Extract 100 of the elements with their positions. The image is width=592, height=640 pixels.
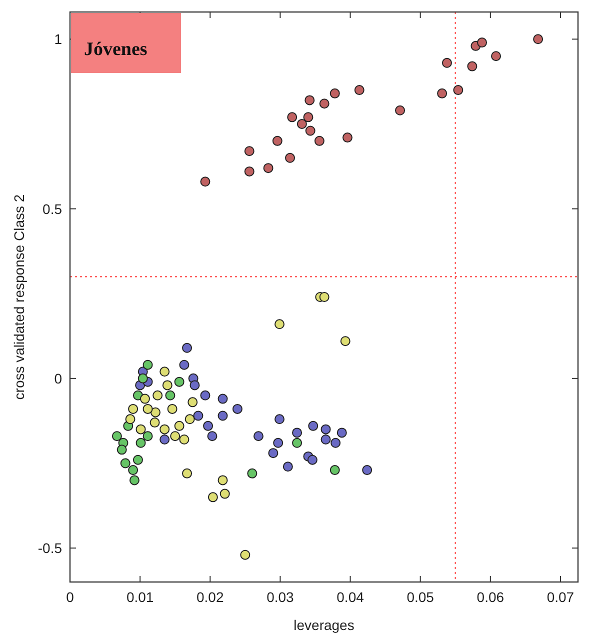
- point: [160, 366, 170, 377]
- point: [319, 292, 330, 302]
- point: [128, 404, 138, 414]
- point: [314, 136, 324, 146]
- y-tick-label: 0.5: [42, 200, 62, 217]
- x-tick-label: 0.03: [266, 589, 294, 605]
- point: [287, 112, 298, 122]
- point: [132, 454, 143, 465]
- point: [336, 428, 347, 438]
- point: [162, 380, 172, 390]
- point: [467, 61, 478, 72]
- point: [240, 550, 250, 560]
- x-axis-title: leverages: [294, 617, 354, 633]
- point: [182, 468, 192, 478]
- point: [174, 420, 184, 431]
- point: [263, 163, 274, 174]
- x-tick-label: 0.07: [546, 589, 574, 605]
- point: [354, 85, 364, 96]
- point: [112, 431, 122, 442]
- point: [152, 390, 163, 400]
- point: [273, 438, 284, 448]
- x-tick-label: 0.06: [476, 589, 504, 605]
- point: [305, 126, 316, 136]
- x-tick-label: 0.02: [196, 589, 224, 605]
- point: [218, 394, 228, 404]
- point: [116, 444, 127, 455]
- point: [174, 376, 184, 387]
- point: [182, 342, 192, 353]
- point: [442, 58, 452, 68]
- point: [253, 431, 264, 442]
- y-tick-label: 1: [54, 31, 62, 48]
- point: [330, 88, 340, 98]
- point: [138, 373, 148, 384]
- point: [167, 404, 178, 414]
- point: [218, 410, 228, 421]
- point: [268, 448, 278, 458]
- point: [218, 475, 228, 486]
- point: [208, 492, 218, 502]
- point: [342, 132, 352, 143]
- point: [142, 404, 153, 414]
- x-tick-label: 0.05: [406, 589, 434, 605]
- y-tick-label: 0: [54, 370, 62, 386]
- point: [244, 166, 254, 176]
- point: [247, 468, 258, 478]
- point: [308, 420, 318, 431]
- point: [533, 34, 544, 44]
- point: [128, 465, 138, 476]
- point: [188, 397, 198, 408]
- point: [285, 152, 296, 163]
- point: [491, 51, 502, 62]
- point: [296, 118, 307, 129]
- point: [136, 424, 146, 434]
- point: [129, 475, 140, 486]
- point: [179, 360, 190, 370]
- point: [320, 434, 331, 444]
- point: [184, 414, 195, 424]
- point: [190, 380, 200, 390]
- point: [330, 465, 340, 476]
- point: [320, 424, 331, 434]
- point: [136, 438, 146, 448]
- point: [319, 98, 330, 109]
- point: [272, 136, 282, 146]
- point: [125, 414, 136, 424]
- point: [477, 38, 488, 48]
- point: [307, 454, 318, 465]
- point: [142, 360, 153, 370]
- point: [200, 390, 210, 400]
- point: [453, 85, 464, 96]
- point: [150, 407, 160, 418]
- point: [179, 434, 190, 444]
- point: [203, 420, 214, 431]
- point: [170, 431, 180, 442]
- y-axis-title: cross validated response Class 2: [11, 194, 27, 400]
- point: [274, 414, 285, 424]
- point: [140, 394, 150, 404]
- point: [292, 438, 302, 448]
- x-tick-label: 0: [66, 589, 74, 605]
- point: [220, 488, 230, 499]
- point: [437, 88, 448, 98]
- annotation: Jóvenes: [84, 39, 148, 60]
- point: [160, 434, 170, 444]
- point: [244, 146, 254, 156]
- point: [362, 465, 372, 476]
- point: [160, 424, 170, 434]
- point: [303, 112, 314, 122]
- point: [282, 462, 293, 472]
- point: [165, 390, 176, 400]
- point: [207, 431, 218, 442]
- point: [193, 410, 204, 421]
- x-tick-label: 0.01: [126, 589, 154, 605]
- point: [120, 458, 130, 468]
- point: [232, 404, 242, 414]
- point: [330, 438, 341, 448]
- point: [304, 95, 315, 106]
- point: [340, 336, 350, 346]
- point: [142, 431, 153, 442]
- point: [150, 418, 160, 428]
- x-tick-label: 0.04: [336, 589, 364, 605]
- point: [395, 105, 406, 116]
- y-tick-label: -0.5: [38, 540, 62, 556]
